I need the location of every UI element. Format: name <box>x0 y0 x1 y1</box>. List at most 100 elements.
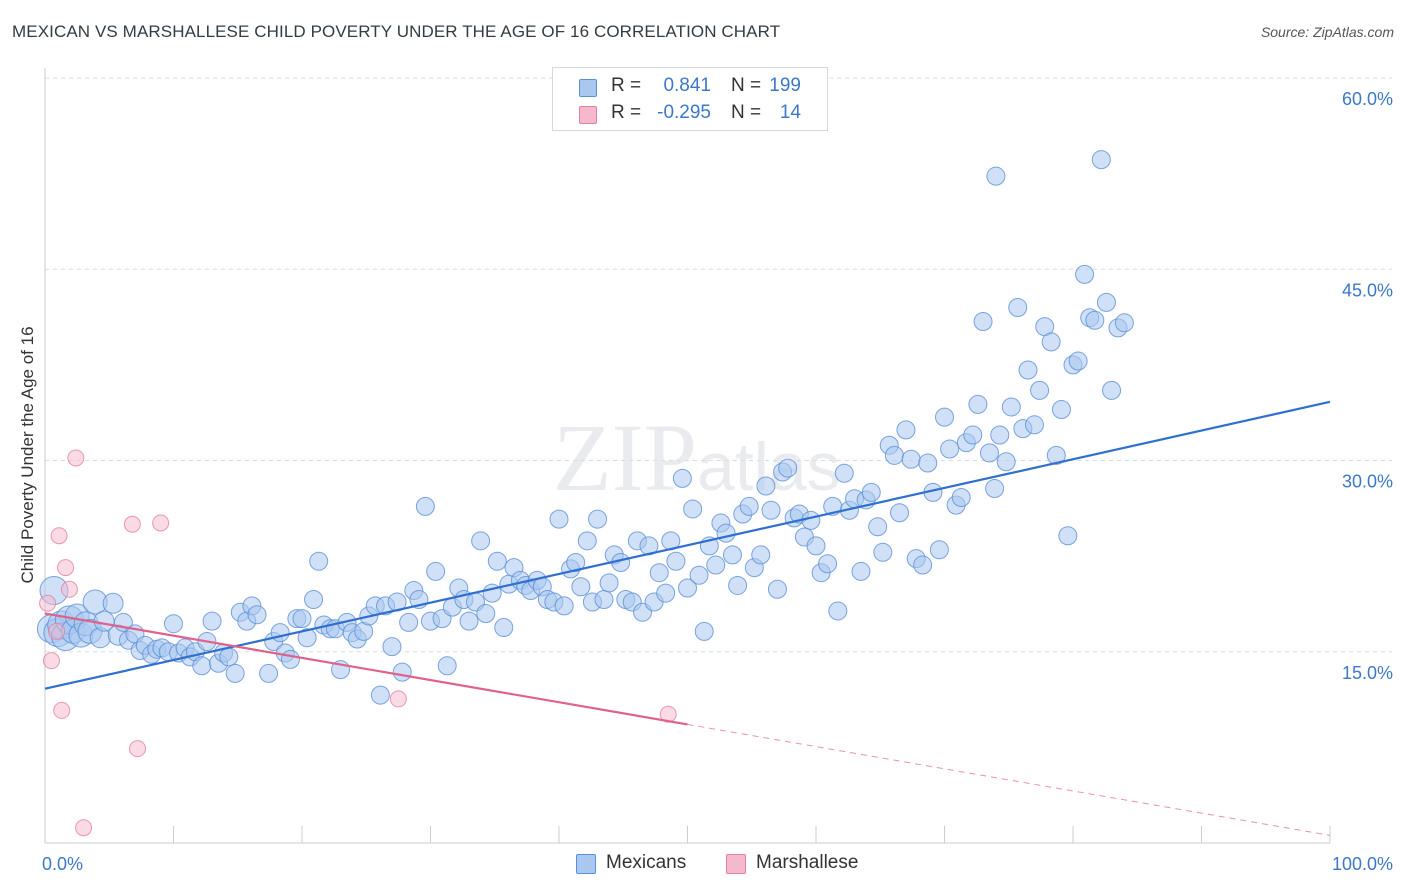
point-mexicans <box>940 439 960 459</box>
point-mexicans <box>202 611 222 631</box>
point-mexicans <box>756 476 776 496</box>
point-marshallese <box>48 622 66 640</box>
point-mexicans <box>566 553 586 572</box>
marshallese-swatch <box>579 106 597 124</box>
point-mexicans <box>935 407 954 427</box>
legend-row-marshallese: R = -0.295 N = 14 <box>553 100 827 128</box>
point-mexicans <box>761 500 781 520</box>
mexicans-legend-swatch <box>576 854 596 874</box>
point-mexicans <box>985 479 1005 499</box>
point-mexicans <box>806 536 826 556</box>
trend-line-marshallese-extension <box>687 723 1331 836</box>
point-mexicans <box>868 517 888 537</box>
point-mexicans <box>716 523 736 543</box>
point-mexicans <box>1041 332 1061 352</box>
point-mexicans <box>280 649 300 669</box>
point-mexicans <box>929 540 949 560</box>
point-mexicans <box>487 551 507 571</box>
point-marshallese <box>75 819 93 837</box>
point-marshallese <box>50 527 68 545</box>
point-marshallese <box>152 514 170 532</box>
r-value: 0.841 <box>663 75 711 96</box>
point-mexicans <box>309 551 329 571</box>
point-mexicans <box>890 503 910 523</box>
correlation-legend: R = 0.841 N = 199 R = -0.295 N = 14 <box>552 67 828 131</box>
chart-title: MEXICAN VS MARSHALLESE CHILD POVERTY UND… <box>12 22 781 41</box>
point-marshallese <box>53 701 71 719</box>
point-mexicans <box>918 453 938 473</box>
series-marshallese-points <box>39 449 677 837</box>
point-mexicans <box>834 463 854 483</box>
r-label: R = <box>611 102 642 123</box>
x-tick-label: 0.0% <box>42 854 83 874</box>
n-label: N = <box>731 75 762 96</box>
point-mexicans <box>1068 351 1088 371</box>
point-mexicans <box>1030 380 1050 400</box>
y-tick-label: 60.0% <box>1342 89 1393 109</box>
point-mexicans <box>884 445 904 465</box>
point-mexicans <box>588 509 608 529</box>
point-mexicans <box>1058 526 1078 546</box>
point-marshallese <box>389 690 407 708</box>
point-marshallese <box>42 652 60 670</box>
point-mexicans <box>382 637 402 657</box>
point-mexicans <box>164 614 183 634</box>
point-marshallese <box>123 515 141 533</box>
point-mexicans <box>706 555 726 575</box>
point-mexicans <box>1008 298 1028 317</box>
point-mexicans <box>951 487 971 507</box>
point-mexicans <box>1085 310 1105 330</box>
point-mexicans <box>873 542 893 562</box>
r-value: -0.295 <box>657 102 711 123</box>
point-mexicans <box>459 611 479 631</box>
axes <box>44 68 1331 844</box>
point-mexicans <box>801 510 821 530</box>
point-mexicans <box>751 545 771 565</box>
point-mexicans <box>778 458 798 478</box>
point-mexicans <box>270 623 290 643</box>
point-mexicans <box>656 583 676 603</box>
point-mexicans <box>996 452 1016 472</box>
point-marshallese <box>39 594 57 612</box>
point-mexicans <box>913 555 933 575</box>
point-marshallese <box>659 705 677 723</box>
point-mexicans <box>577 531 597 551</box>
point-mexicans <box>1096 292 1116 312</box>
point-mexicans <box>392 662 412 682</box>
point-mexicans <box>979 443 999 463</box>
source-note: Source: ZipAtlas.com <box>1260 24 1394 40</box>
point-mexicans <box>896 420 916 440</box>
point-mexicans <box>494 618 514 638</box>
legend-label-mexicans: Mexicans <box>606 852 687 873</box>
point-mexicans <box>247 605 267 625</box>
point-mexicans <box>722 545 742 565</box>
point-mexicans <box>694 621 714 641</box>
point-mexicans <box>594 589 614 609</box>
trend-line-marshallese <box>44 612 688 726</box>
point-mexicans <box>963 425 983 445</box>
point-mexicans <box>102 592 124 614</box>
point-mexicans <box>192 656 212 676</box>
point-mexicans <box>1046 445 1066 465</box>
point-marshallese <box>67 449 85 467</box>
point-mexicans <box>990 425 1010 445</box>
point-mexicans <box>1001 397 1021 417</box>
point-mexicans <box>968 394 988 414</box>
point-mexicans <box>1018 360 1038 380</box>
point-mexicans <box>370 685 390 705</box>
point-mexicans <box>476 604 496 623</box>
point-mexicans <box>1051 400 1071 419</box>
point-mexicans <box>1024 415 1044 435</box>
point-mexicans <box>986 166 1006 186</box>
point-mexicans <box>666 551 686 571</box>
point-mexicans <box>297 628 317 648</box>
point-mexicans <box>861 482 881 502</box>
point-mexicans <box>304 589 324 609</box>
point-mexicans <box>437 656 457 676</box>
x-tick-label: 100.0% <box>1332 854 1393 874</box>
y-tick-label: 15.0% <box>1342 663 1393 683</box>
watermark-text: ZIPatlas <box>553 404 841 511</box>
point-mexicans <box>672 468 692 488</box>
point-mexicans <box>678 578 697 598</box>
